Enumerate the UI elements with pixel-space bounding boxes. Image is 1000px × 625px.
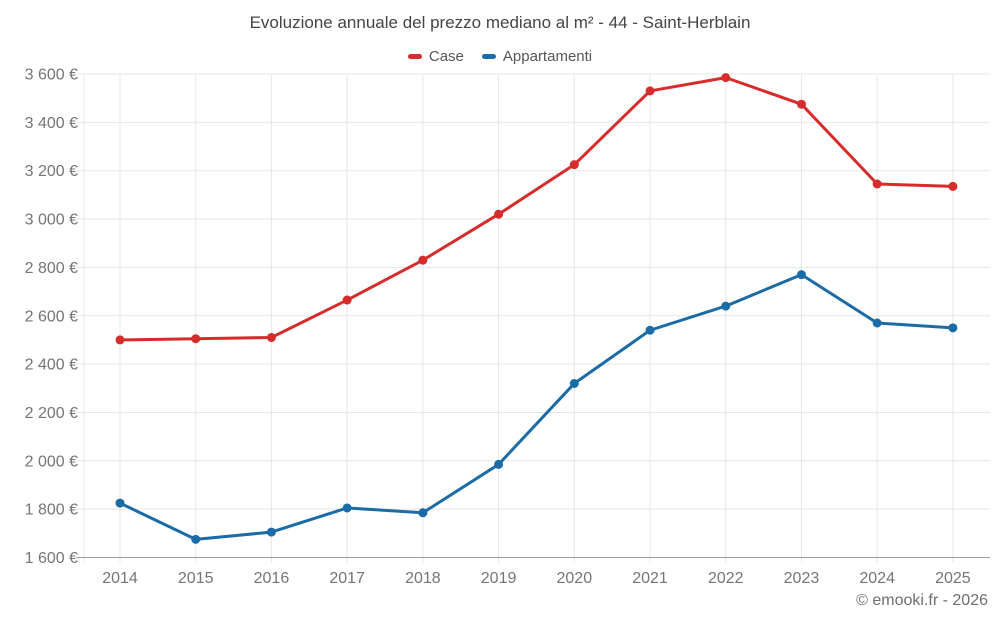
series-line-case	[118, 76, 955, 342]
case-series-swatch-icon	[407, 53, 422, 59]
y-tick-label: 3 000 €	[25, 212, 78, 229]
data-point-appartamenti-2018[interactable]	[418, 508, 428, 518]
y-tick-label: 1 600 €	[25, 550, 78, 567]
data-point-appartamenti-2017[interactable]	[342, 503, 352, 513]
legend-label-case: Case	[428, 47, 464, 65]
y-tick-label: 2 600 €	[25, 308, 78, 325]
data-point-appartamenti-2014[interactable]	[115, 498, 125, 508]
data-point-appartamenti-2022[interactable]	[721, 301, 731, 311]
x-tick-label: 2018	[405, 570, 441, 587]
x-tick-label: 2020	[557, 570, 593, 587]
data-point-appartamenti-2015[interactable]	[191, 534, 201, 544]
x-tick-label: 2015	[178, 570, 214, 587]
y-tick-label: 2 400 €	[25, 357, 78, 374]
x-tick-label: 2016	[254, 570, 290, 587]
data-point-case-2023[interactable]	[796, 99, 806, 109]
data-point-case-2025[interactable]	[948, 181, 958, 191]
x-tick-label: 2022	[708, 570, 744, 587]
data-point-appartamenti-2021[interactable]	[645, 325, 655, 335]
x-tick-label: 2014	[102, 570, 138, 587]
data-point-appartamenti-2016[interactable]	[266, 527, 276, 537]
series-line-appartamenti	[118, 273, 955, 541]
y-tick-label: 2 800 €	[25, 260, 78, 277]
copyright-credit: © emooki.fr - 2026	[856, 592, 988, 609]
data-point-appartamenti-2024[interactable]	[872, 318, 882, 328]
data-point-case-2021[interactable]	[645, 86, 655, 96]
y-tick-label: 3 600 €	[25, 67, 78, 84]
legend-item-appartamenti[interactable]: Appartamenti	[481, 47, 593, 65]
x-tick-label: 2021	[632, 570, 668, 587]
x-tick-label: 2019	[481, 570, 517, 587]
data-point-case-2018[interactable]	[418, 255, 428, 265]
appartamenti-series-swatch-icon	[481, 53, 496, 59]
data-point-case-2019[interactable]	[494, 209, 504, 219]
data-point-appartamenti-2023[interactable]	[796, 270, 806, 280]
data-point-case-2024[interactable]	[872, 179, 882, 189]
y-tick-label: 2 000 €	[25, 453, 78, 470]
data-point-case-2020[interactable]	[569, 160, 579, 170]
y-tick-label: 3 400 €	[25, 115, 78, 132]
x-tick-label: 2024	[859, 570, 895, 587]
data-point-case-2015[interactable]	[191, 334, 201, 344]
y-tick-label: 2 200 €	[25, 405, 78, 422]
data-point-appartamenti-2019[interactable]	[494, 459, 504, 469]
legend-item-case[interactable]: Case	[407, 47, 464, 65]
x-tick-label: 2023	[784, 570, 820, 587]
y-tick-label: 1 800 €	[25, 502, 78, 519]
data-point-case-2016[interactable]	[266, 333, 276, 343]
x-tick-label: 2017	[329, 570, 365, 587]
data-point-case-2017[interactable]	[342, 295, 352, 305]
data-point-case-2022[interactable]	[721, 73, 731, 83]
y-tick-label: 3 200 €	[25, 163, 78, 180]
legend-label-appartamenti: Appartamenti	[502, 47, 593, 65]
x-tick-label: 2025	[935, 570, 971, 587]
data-point-appartamenti-2025[interactable]	[948, 323, 958, 333]
data-point-case-2014[interactable]	[115, 335, 125, 345]
chart-title: Evoluzione annuale del prezzo mediano al…	[249, 13, 751, 32]
chart-legend: Case Appartamenti	[0, 46, 1000, 66]
data-point-appartamenti-2020[interactable]	[569, 378, 579, 388]
